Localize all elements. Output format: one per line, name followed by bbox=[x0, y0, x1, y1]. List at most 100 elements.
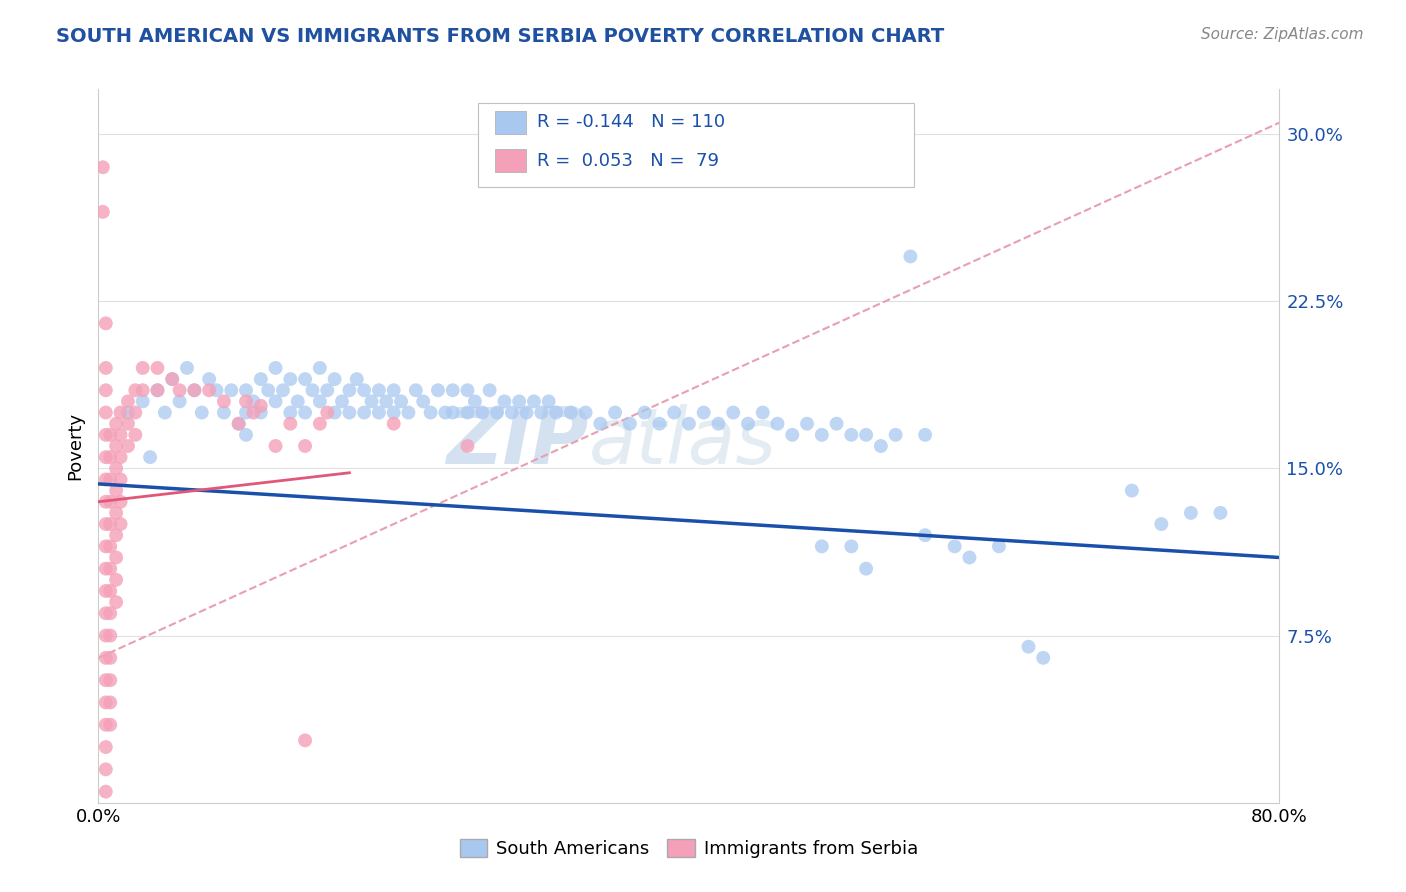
Point bbox=[353, 384, 375, 398]
Point bbox=[198, 384, 221, 398]
Point bbox=[110, 427, 132, 442]
Y-axis label: Poverty: Poverty bbox=[66, 412, 84, 480]
Point bbox=[221, 384, 243, 398]
Point bbox=[693, 405, 716, 419]
Point bbox=[169, 394, 191, 409]
Point bbox=[419, 405, 441, 419]
Point bbox=[782, 427, 804, 442]
Point bbox=[94, 762, 117, 776]
Point bbox=[441, 384, 464, 398]
Point bbox=[441, 405, 464, 419]
Point bbox=[250, 399, 273, 413]
Point bbox=[110, 473, 132, 487]
Point bbox=[169, 384, 191, 398]
Point bbox=[98, 539, 121, 553]
Point bbox=[619, 417, 641, 431]
Point bbox=[389, 394, 412, 409]
Point bbox=[634, 405, 657, 419]
Point bbox=[457, 405, 479, 419]
Point bbox=[105, 550, 128, 565]
Point bbox=[280, 405, 302, 419]
Point bbox=[294, 405, 316, 419]
Point bbox=[353, 405, 375, 419]
Point bbox=[250, 405, 273, 419]
Point bbox=[825, 417, 848, 431]
Point bbox=[382, 417, 405, 431]
Text: ZIP: ZIP bbox=[446, 404, 589, 481]
Point bbox=[870, 439, 893, 453]
Point bbox=[94, 360, 117, 375]
Point bbox=[1209, 506, 1232, 520]
Point bbox=[1032, 651, 1054, 665]
Point bbox=[855, 562, 877, 576]
Point bbox=[242, 405, 264, 419]
Point bbox=[841, 427, 863, 442]
Point bbox=[191, 405, 214, 419]
Point bbox=[494, 394, 516, 409]
Point bbox=[360, 394, 382, 409]
Point bbox=[375, 394, 398, 409]
Point bbox=[264, 360, 287, 375]
Point bbox=[508, 394, 530, 409]
Point bbox=[486, 405, 509, 419]
Point bbox=[94, 628, 117, 642]
Point bbox=[124, 384, 146, 398]
Point bbox=[841, 539, 863, 553]
Point bbox=[589, 417, 612, 431]
Point bbox=[105, 439, 128, 453]
Point bbox=[537, 394, 560, 409]
Point bbox=[94, 607, 117, 621]
Point bbox=[368, 384, 391, 398]
Point bbox=[110, 516, 132, 531]
Point bbox=[205, 384, 228, 398]
Point bbox=[94, 539, 117, 553]
Point bbox=[796, 417, 818, 431]
Point bbox=[309, 360, 332, 375]
Point bbox=[124, 427, 146, 442]
Point bbox=[810, 539, 832, 553]
Point bbox=[98, 628, 121, 642]
Point bbox=[98, 562, 121, 576]
Point bbox=[457, 384, 479, 398]
Point bbox=[162, 372, 183, 386]
Point bbox=[309, 417, 332, 431]
Point bbox=[94, 562, 117, 576]
Point bbox=[117, 394, 139, 409]
Point bbox=[523, 394, 546, 409]
Point bbox=[153, 405, 176, 419]
Point bbox=[707, 417, 730, 431]
Point bbox=[98, 717, 121, 731]
Point bbox=[105, 506, 128, 520]
Point bbox=[1121, 483, 1143, 498]
Point bbox=[398, 405, 420, 419]
Point bbox=[146, 384, 169, 398]
Point bbox=[110, 405, 132, 419]
Point bbox=[478, 384, 501, 398]
Point bbox=[884, 427, 907, 442]
Point bbox=[98, 651, 121, 665]
Point bbox=[464, 394, 486, 409]
Point bbox=[316, 384, 339, 398]
Point bbox=[91, 204, 114, 219]
Point bbox=[94, 450, 117, 464]
Point bbox=[264, 394, 287, 409]
Point bbox=[457, 439, 479, 453]
Point bbox=[280, 372, 302, 386]
Point bbox=[228, 417, 250, 431]
Point bbox=[382, 384, 405, 398]
Point bbox=[339, 405, 361, 419]
Point bbox=[235, 394, 257, 409]
Point bbox=[235, 405, 257, 419]
Point bbox=[546, 405, 568, 419]
Point bbox=[257, 384, 280, 398]
Point bbox=[235, 384, 257, 398]
Point bbox=[105, 595, 128, 609]
Point bbox=[723, 405, 745, 419]
Point bbox=[94, 583, 117, 598]
Point bbox=[105, 417, 128, 431]
Point bbox=[98, 450, 121, 464]
Point bbox=[146, 384, 169, 398]
Point bbox=[146, 360, 169, 375]
Point bbox=[405, 384, 427, 398]
Point bbox=[105, 573, 128, 587]
